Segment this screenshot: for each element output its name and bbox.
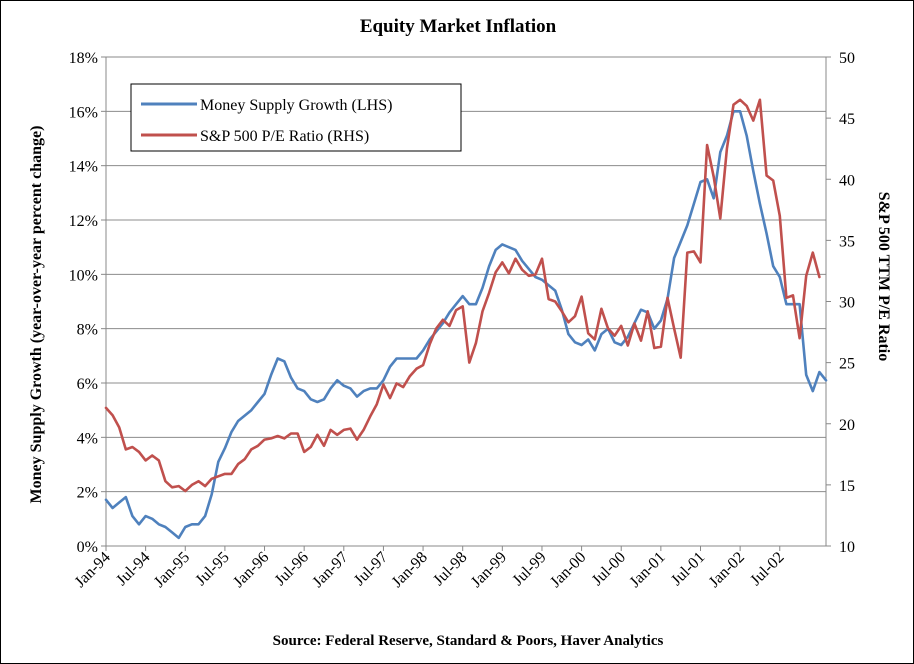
series-line-pe-ratio [104, 98, 821, 493]
x-tick-label: Jul-96 [272, 549, 312, 589]
x-tick-label: Jul-98 [430, 549, 470, 589]
x-tick-label: Jul-00 [589, 549, 629, 589]
chart-title: Equity Market Inflation [360, 16, 557, 37]
left-tick-label: 14% [69, 159, 98, 176]
right-tick-label: 50 [839, 50, 855, 67]
x-tick-label: Jan-01 [627, 549, 669, 591]
right-tick-label: 45 [839, 111, 855, 128]
source-note: Source: Federal Reserve, Standard & Poor… [273, 633, 664, 649]
x-tick-label: Jan-96 [230, 549, 272, 591]
x-tick-label: Jul-95 [192, 549, 232, 589]
x-tick-label: Jul-94 [113, 549, 153, 589]
left-tick-label: 12% [69, 213, 98, 230]
left-tick-label: 8% [77, 322, 98, 339]
y-axis-left-label: Money Supply Growth (year-over-year perc… [28, 126, 45, 504]
x-tick-label: Jan-95 [151, 549, 193, 591]
x-tick-label: Jan-98 [389, 549, 431, 591]
left-tick-label: 10% [69, 267, 98, 284]
left-axis: 0% 2% 4% 6% 8% 10% 12% 14% 16% 18% [69, 50, 106, 556]
left-tick-label: 4% [77, 430, 98, 447]
left-tick-label: 0% [77, 539, 98, 556]
x-tick-label: Jul-99 [509, 549, 549, 589]
legend-label-money-supply: Money Supply Growth (LHS) [200, 97, 392, 114]
left-tick-label: 2% [77, 485, 98, 502]
x-tick-label: Jul-01 [668, 549, 708, 589]
x-tick-label: Jan-02 [706, 549, 748, 591]
legend-label-pe-ratio: S&P 500 P/E Ratio (RHS) [200, 128, 369, 145]
legend: Money Supply Growth (LHS) S&P 500 P/E Ra… [130, 83, 462, 152]
legend-box [130, 83, 462, 152]
right-tick-label: 40 [839, 172, 855, 189]
right-tick-label: 15 [839, 478, 855, 495]
right-tick-label: 35 [839, 233, 855, 250]
x-tick-label: Jul-02 [747, 549, 787, 589]
right-tick-label: 10 [839, 539, 855, 556]
gridlines [106, 110, 826, 493]
right-axis: 10 15 20 25 30 35 40 45 50 [826, 50, 855, 556]
left-tick-label: 18% [69, 50, 98, 67]
left-tick-label: 16% [69, 104, 98, 121]
y-axis-right-label: S&P 500 TTM P/E Ratio [875, 192, 892, 362]
right-tick-label: 25 [839, 356, 855, 373]
x-tick-label: Jul-97 [351, 549, 391, 589]
x-tick-label: Jan-97 [309, 549, 351, 591]
right-tick-label: 20 [839, 417, 855, 434]
x-tick-label: Jan-00 [547, 549, 589, 591]
left-tick-label: 6% [77, 376, 98, 393]
x-tick-label: Jan-99 [468, 549, 510, 591]
series-layer [104, 98, 828, 540]
right-tick-label: 30 [839, 295, 855, 312]
